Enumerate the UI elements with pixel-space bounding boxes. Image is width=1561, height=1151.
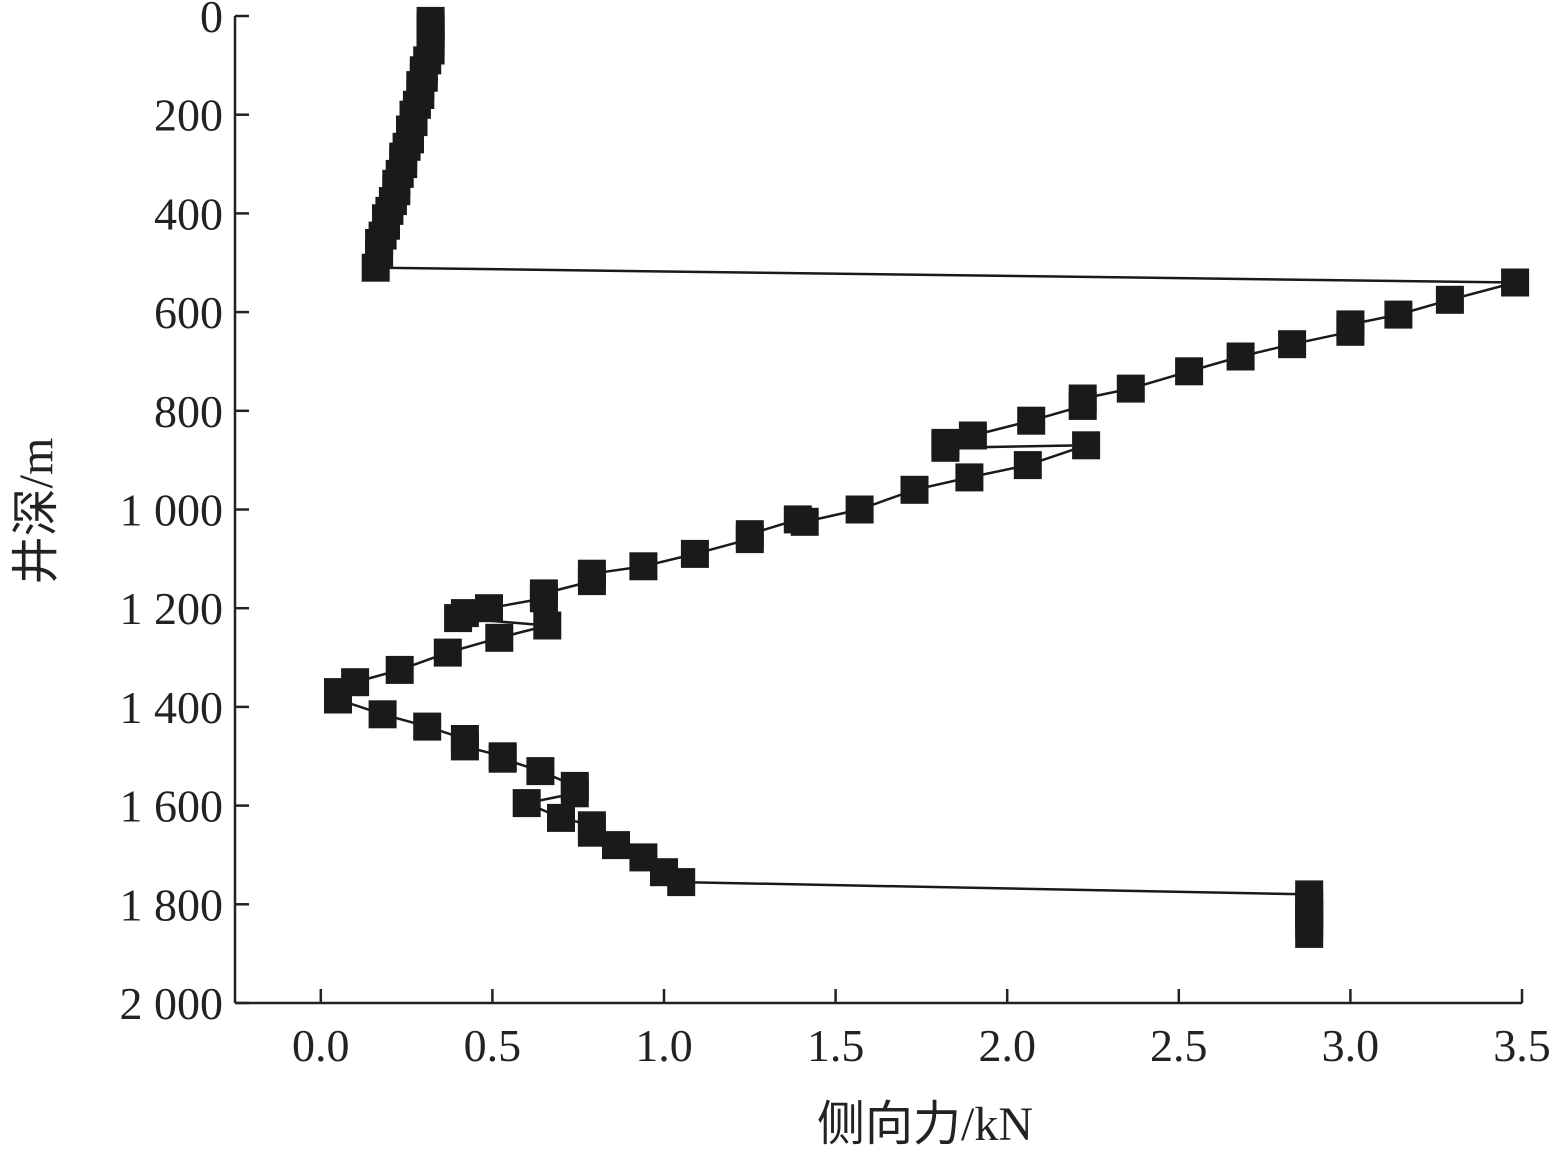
data-point [324, 685, 352, 714]
data-point [955, 463, 984, 492]
x-tick-label: 2.0 [978, 1020, 1036, 1071]
y-tick-label: 400 [154, 188, 223, 239]
data-point [526, 757, 555, 786]
axes [233, 16, 1522, 1005]
data-point [475, 594, 503, 623]
data-point [361, 253, 390, 282]
data-point [931, 433, 960, 462]
x-tick-label: 0.5 [464, 1020, 522, 1071]
data-point [1435, 285, 1464, 314]
data-point [1013, 451, 1042, 480]
y-tick-label: 600 [154, 287, 223, 338]
data-point [735, 525, 764, 554]
data-point [368, 700, 397, 729]
data-point [577, 567, 606, 596]
data-point [958, 421, 987, 450]
data-point [1336, 317, 1365, 346]
data-point [444, 604, 473, 633]
x-tick-label: 2.5 [1150, 1020, 1208, 1071]
x-tick-label: 3.5 [1493, 1020, 1551, 1071]
data-point [413, 712, 442, 741]
data-point [485, 623, 514, 652]
data-point [529, 584, 558, 613]
data-point [1017, 406, 1046, 435]
data-point [900, 475, 929, 504]
data-point [1072, 431, 1101, 460]
data-point [488, 744, 517, 773]
data-point [385, 655, 414, 684]
data-point [602, 831, 630, 860]
y-tick-label: 0 [200, 0, 223, 42]
data-point [783, 505, 812, 534]
data-point [533, 611, 562, 640]
data-point [1295, 919, 1324, 948]
data-point [1226, 342, 1255, 371]
data-point [1501, 268, 1530, 297]
data-point [512, 789, 541, 818]
data-point [1068, 391, 1097, 420]
y-tick-label: 1 400 [120, 682, 224, 733]
x-tick-label: 3.0 [1322, 1020, 1380, 1071]
y-tick-label: 1 800 [120, 879, 224, 930]
y-axis-title: 井深/m [10, 438, 63, 585]
data-point [547, 803, 575, 832]
y-axis-ticks: 0 200 400 600 800 1 000 1 200 1 400 1 600 1 800 2 … [120, 0, 249, 1029]
y-tick-label: 1 000 [120, 485, 224, 536]
x-tick-label: 0.0 [292, 1020, 350, 1071]
data-point [1116, 374, 1145, 403]
data-point [1384, 300, 1413, 329]
data-point [680, 539, 709, 568]
x-axis-ticks: 0.0 0.5 1.0 1.5 2.0 2.5 3.0 3.5 [292, 989, 1551, 1071]
data-point [1278, 330, 1307, 359]
y-tick-label: 200 [154, 90, 223, 141]
data-point [577, 818, 606, 847]
y-tick-label: 800 [154, 386, 223, 437]
data-point [1175, 357, 1204, 386]
x-axis-title: 侧向力/kN [817, 1098, 1033, 1151]
data-point [629, 552, 658, 581]
y-tick-label: 2 000 [120, 978, 224, 1029]
x-tick-label: 1.5 [807, 1020, 865, 1071]
data-point [845, 495, 874, 524]
data-point [560, 779, 589, 808]
y-tick-label: 1 600 [120, 781, 224, 832]
data-point [450, 732, 479, 761]
y-tick-label: 1 200 [120, 583, 224, 634]
data-point [433, 638, 462, 667]
x-tick-label: 1.0 [635, 1020, 693, 1071]
data-point [667, 868, 696, 897]
series-points [324, 6, 1530, 948]
